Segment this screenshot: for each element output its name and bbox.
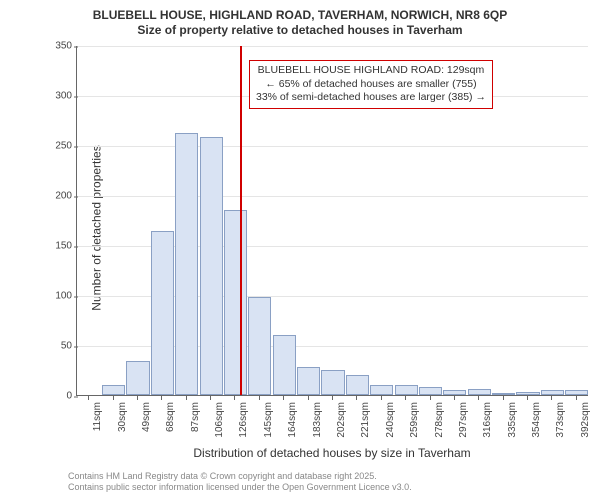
chart-title-main: BLUEBELL HOUSE, HIGHLAND ROAD, TAVERHAM,…: [0, 8, 600, 22]
x-tickmark: [234, 396, 235, 400]
chart-title-block: BLUEBELL HOUSE, HIGHLAND ROAD, TAVERHAM,…: [0, 0, 600, 37]
footer-attribution: Contains HM Land Registry data © Crown c…: [68, 471, 412, 494]
x-tickmark: [503, 396, 504, 400]
x-tickmark: [478, 396, 479, 400]
x-tick-label: 145sqm: [263, 402, 274, 438]
x-tickmark: [430, 396, 431, 400]
histogram-bar: [541, 390, 564, 395]
histogram-bar: [370, 385, 393, 395]
x-tick-label: 30sqm: [117, 402, 128, 432]
x-tickmark: [113, 396, 114, 400]
x-tick-label: 164sqm: [287, 402, 298, 438]
x-tick-label: 202sqm: [336, 402, 347, 438]
x-tickmark: [527, 396, 528, 400]
x-tick-label: 49sqm: [141, 402, 152, 432]
x-tick-label: 354sqm: [531, 402, 542, 438]
marker-line: [240, 46, 242, 395]
x-tickmark: [259, 396, 260, 400]
x-tick-label: 106sqm: [214, 402, 225, 438]
histogram-bar: [443, 390, 466, 395]
x-tick-label: 183sqm: [312, 402, 323, 438]
x-tick-label: 221sqm: [360, 402, 371, 438]
x-tickmark: [405, 396, 406, 400]
x-tick-label: 297sqm: [458, 402, 469, 438]
y-tick-label: 300: [42, 91, 72, 102]
histogram-bar: [395, 385, 418, 395]
histogram-bar: [468, 389, 491, 395]
x-tick-label: 373sqm: [555, 402, 566, 438]
gridline: [77, 46, 588, 47]
histogram-bar: [224, 210, 247, 395]
x-axis-label: Distribution of detached houses by size …: [76, 446, 588, 460]
y-tick-label: 250: [42, 141, 72, 152]
histogram-bar: [248, 297, 271, 395]
y-tick-label: 350: [42, 41, 72, 52]
x-tickmark: [551, 396, 552, 400]
x-tick-label: 259sqm: [409, 402, 420, 438]
x-tick-label: 11sqm: [92, 402, 103, 431]
annotation-box: BLUEBELL HOUSE HIGHLAND ROAD: 129sqm← 65…: [249, 60, 493, 109]
footer-line1: Contains HM Land Registry data © Crown c…: [68, 471, 412, 483]
x-tickmark: [210, 396, 211, 400]
x-tick-label: 240sqm: [385, 402, 396, 438]
histogram-bar: [297, 367, 320, 395]
x-tick-label: 126sqm: [238, 402, 249, 438]
x-tickmark: [308, 396, 309, 400]
histogram-bar: [102, 385, 125, 395]
x-tickmark: [161, 396, 162, 400]
x-tick-label: 68sqm: [165, 402, 176, 432]
footer-line2: Contains public sector information licen…: [68, 482, 412, 494]
annotation-line: ← 65% of detached houses are smaller (75…: [256, 78, 486, 92]
y-tick-label: 200: [42, 191, 72, 202]
histogram-bar: [321, 370, 344, 395]
y-tick-label: 50: [42, 341, 72, 352]
annotation-line: 33% of semi-detached houses are larger (…: [256, 91, 486, 105]
x-tickmark: [137, 396, 138, 400]
histogram-bar: [346, 375, 369, 395]
y-tick-label: 150: [42, 241, 72, 252]
x-tickmark: [283, 396, 284, 400]
x-tickmark: [454, 396, 455, 400]
chart-container: Number of detached properties BLUEBELL H…: [48, 46, 588, 442]
x-tick-label: 335sqm: [507, 402, 518, 438]
x-tickmark: [88, 396, 89, 400]
x-tick-label: 392sqm: [580, 402, 591, 438]
histogram-bar: [419, 387, 442, 395]
histogram-bar: [516, 392, 539, 395]
plot-area: BLUEBELL HOUSE HIGHLAND ROAD: 129sqm← 65…: [76, 46, 588, 396]
x-tickmark: [186, 396, 187, 400]
histogram-bar: [175, 133, 198, 395]
histogram-bar: [273, 335, 296, 395]
histogram-bar: [565, 390, 588, 395]
y-tick-label: 100: [42, 291, 72, 302]
y-tick-label: 0: [42, 391, 72, 402]
histogram-bar: [151, 231, 174, 395]
gridline: [77, 196, 588, 197]
gridline: [77, 146, 588, 147]
x-tick-label: 278sqm: [434, 402, 445, 438]
x-tickmark: [381, 396, 382, 400]
histogram-bar: [126, 361, 149, 395]
x-tickmark: [356, 396, 357, 400]
x-tickmark: [576, 396, 577, 400]
x-tickmark: [332, 396, 333, 400]
chart-title-sub: Size of property relative to detached ho…: [0, 23, 600, 37]
x-tick-label: 316sqm: [482, 402, 493, 438]
histogram-bar: [200, 137, 223, 395]
annotation-line: BLUEBELL HOUSE HIGHLAND ROAD: 129sqm: [256, 64, 486, 78]
histogram-bar: [492, 393, 515, 395]
x-tick-label: 87sqm: [190, 402, 201, 432]
